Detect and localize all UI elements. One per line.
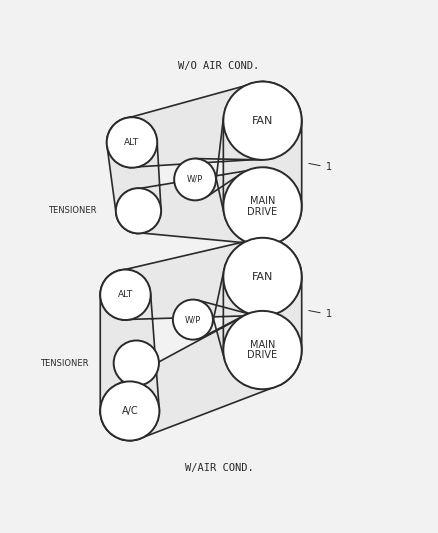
- Polygon shape: [100, 238, 302, 441]
- Text: DRIVE: DRIVE: [247, 350, 278, 360]
- Circle shape: [173, 300, 213, 340]
- Circle shape: [107, 117, 157, 168]
- Polygon shape: [107, 82, 302, 246]
- Text: W/P: W/P: [187, 175, 203, 184]
- Text: ALT: ALT: [118, 290, 133, 300]
- Text: 1: 1: [309, 162, 332, 172]
- Text: W/O AIR COND.: W/O AIR COND.: [178, 61, 260, 71]
- Circle shape: [116, 188, 161, 233]
- Circle shape: [100, 270, 151, 320]
- Circle shape: [223, 311, 302, 389]
- Text: MAIN: MAIN: [250, 340, 275, 350]
- Circle shape: [100, 382, 159, 441]
- Text: A/C: A/C: [121, 406, 138, 416]
- Circle shape: [223, 82, 302, 160]
- Text: TENSIONER: TENSIONER: [40, 359, 88, 368]
- Circle shape: [114, 341, 159, 386]
- Circle shape: [223, 167, 302, 246]
- Circle shape: [174, 158, 216, 200]
- Text: ALT: ALT: [124, 138, 140, 147]
- Text: 1: 1: [309, 309, 332, 319]
- Text: W/P: W/P: [185, 315, 201, 324]
- Text: DRIVE: DRIVE: [247, 207, 278, 216]
- Text: MAIN: MAIN: [250, 196, 275, 206]
- Text: W/AIR COND.: W/AIR COND.: [185, 463, 253, 473]
- Text: FAN: FAN: [252, 272, 273, 282]
- Text: FAN: FAN: [252, 116, 273, 126]
- Text: TENSIONER: TENSIONER: [48, 206, 96, 215]
- Circle shape: [223, 238, 302, 316]
